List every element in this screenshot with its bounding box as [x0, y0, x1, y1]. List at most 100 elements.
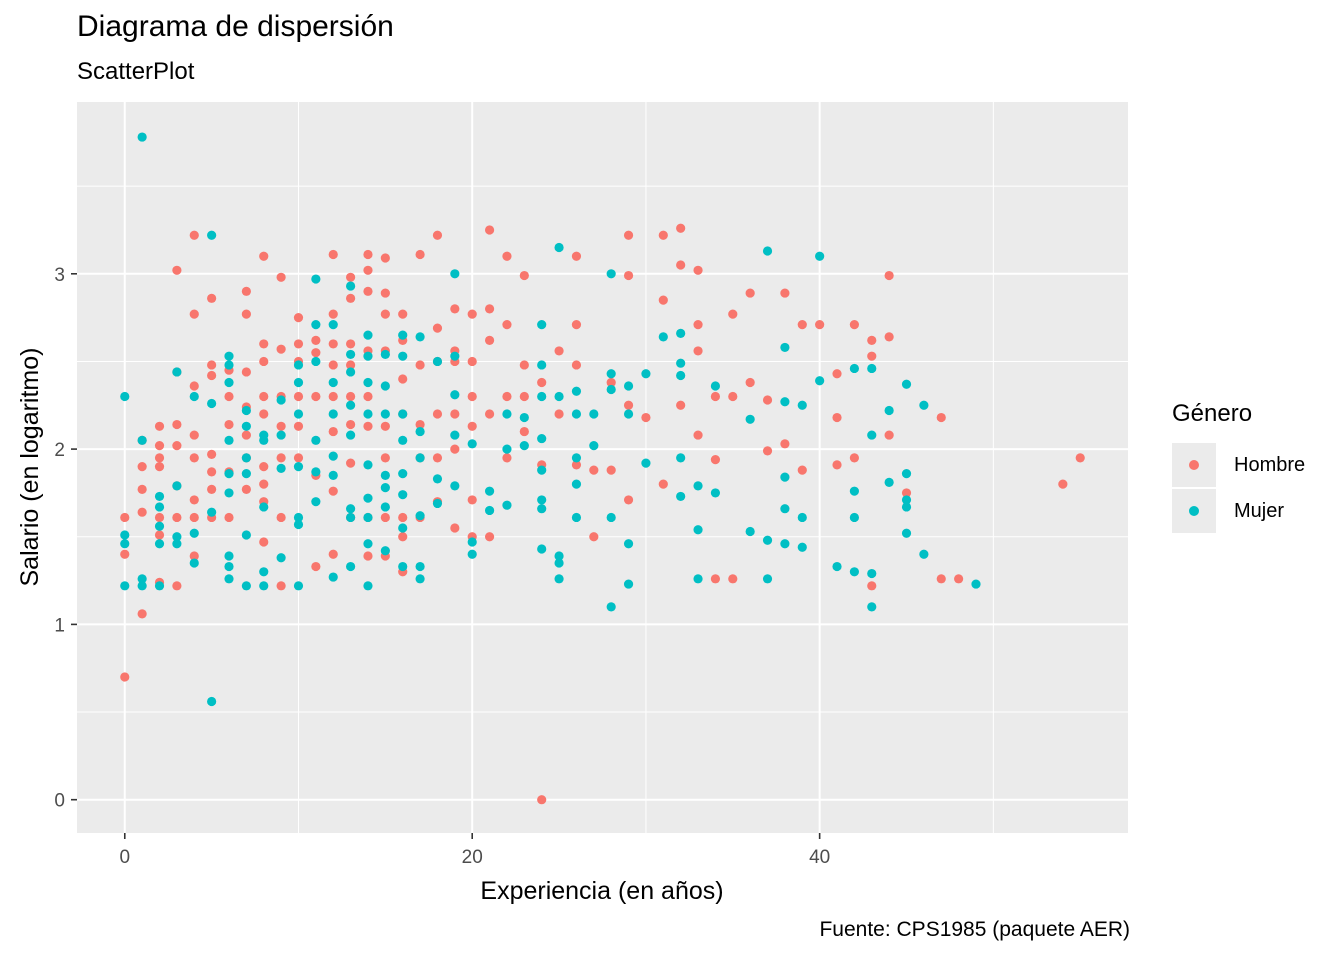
data-point-mujer — [224, 435, 234, 445]
data-point-mujer — [363, 539, 373, 549]
data-point-hombre — [346, 360, 356, 370]
data-point-mujer — [346, 349, 356, 360]
data-point-mujer — [537, 544, 547, 554]
data-point-mujer — [745, 526, 755, 537]
data-point-hombre — [502, 320, 512, 330]
data-point-hombre — [207, 484, 217, 495]
data-point-hombre — [311, 391, 321, 402]
data-point-hombre — [658, 295, 668, 305]
data-point-mujer — [641, 369, 651, 379]
data-point-hombre — [207, 360, 217, 370]
data-point-mujer — [537, 433, 547, 444]
data-point-hombre — [693, 346, 703, 356]
data-point-hombre — [519, 270, 529, 281]
data-point-mujer — [380, 546, 390, 556]
data-point-mujer — [641, 458, 651, 468]
data-point-mujer — [867, 363, 877, 374]
data-point-mujer — [519, 412, 529, 423]
legend-label-hombre: Hombre — [1234, 453, 1306, 476]
data-point-hombre — [189, 551, 199, 561]
x-tick-label: 40 — [809, 847, 830, 868]
data-point-mujer — [467, 549, 477, 559]
data-point-hombre — [710, 455, 721, 465]
data-point-hombre — [328, 339, 338, 349]
data-point-mujer — [415, 453, 425, 463]
data-point-mujer — [154, 491, 165, 502]
data-point-mujer — [276, 463, 286, 473]
data-point-mujer — [363, 377, 373, 388]
legend-item-hombre: Hombre — [1172, 442, 1305, 488]
data-point-mujer — [189, 391, 199, 402]
data-point-mujer — [363, 460, 373, 470]
data-point-mujer — [311, 274, 321, 284]
data-point-hombre — [154, 453, 165, 463]
data-point-hombre — [571, 360, 582, 370]
data-point-mujer — [207, 230, 217, 240]
data-point-mujer — [380, 502, 390, 512]
data-point-mujer — [502, 409, 512, 419]
data-point-hombre — [293, 313, 304, 323]
data-point-mujer — [363, 512, 373, 523]
data-point-hombre — [224, 391, 234, 402]
data-point-hombre — [623, 270, 634, 281]
data-point-mujer — [380, 381, 390, 391]
data-point-hombre — [259, 251, 269, 261]
data-point-hombre — [241, 286, 251, 296]
data-point-mujer — [137, 435, 147, 445]
data-point-hombre — [293, 339, 304, 349]
data-point-mujer — [311, 497, 321, 507]
data-point-mujer — [797, 400, 807, 410]
data-point-mujer — [398, 409, 408, 419]
data-point-hombre — [710, 391, 721, 402]
data-point-mujer — [276, 553, 286, 563]
data-point-mujer — [502, 444, 512, 454]
data-point-hombre — [172, 419, 182, 430]
data-point-mujer — [120, 391, 130, 402]
data-point-mujer — [415, 561, 425, 572]
data-point-hombre — [502, 251, 512, 261]
data-point-mujer — [676, 358, 686, 368]
data-point-hombre — [293, 453, 304, 463]
data-point-mujer — [815, 251, 825, 261]
data-point-hombre — [484, 409, 495, 419]
data-point-hombre — [884, 430, 894, 440]
data-point-mujer — [676, 370, 686, 381]
data-point-hombre — [172, 440, 182, 451]
data-point-hombre — [380, 453, 390, 463]
data-point-hombre — [728, 309, 738, 319]
data-point-hombre — [189, 512, 199, 523]
data-point-mujer — [623, 381, 634, 391]
data-point-hombre — [623, 495, 634, 505]
data-point-mujer — [259, 435, 269, 445]
data-point-hombre — [571, 460, 582, 470]
data-point-hombre — [137, 484, 147, 495]
data-point-hombre — [554, 346, 564, 356]
data-point-mujer — [450, 390, 460, 400]
data-point-hombre — [154, 421, 165, 431]
data-point-hombre — [293, 391, 304, 402]
data-point-mujer — [676, 453, 686, 463]
data-point-hombre — [676, 260, 686, 270]
data-point-mujer — [867, 430, 877, 440]
data-point-mujer — [154, 539, 165, 549]
data-point-hombre — [849, 320, 859, 330]
data-point-hombre — [276, 344, 286, 354]
data-point-mujer — [554, 558, 564, 568]
data-point-hombre — [189, 495, 199, 505]
data-point-hombre — [867, 335, 877, 346]
data-point-hombre — [745, 288, 755, 298]
data-point-hombre — [363, 265, 373, 275]
legend: Género Hombre Mujer — [1172, 400, 1305, 534]
data-point-hombre — [363, 421, 373, 431]
data-point-hombre — [293, 421, 304, 431]
data-point-hombre — [207, 449, 217, 459]
data-point-mujer — [780, 504, 790, 514]
data-point-hombre — [676, 400, 686, 410]
data-point-mujer — [293, 581, 304, 591]
data-point-mujer — [311, 356, 321, 367]
data-point-hombre — [832, 369, 842, 379]
data-point-hombre — [832, 460, 842, 470]
major-gridlines — [77, 102, 1128, 833]
data-point-mujer — [762, 246, 773, 256]
data-point-hombre — [189, 309, 199, 319]
